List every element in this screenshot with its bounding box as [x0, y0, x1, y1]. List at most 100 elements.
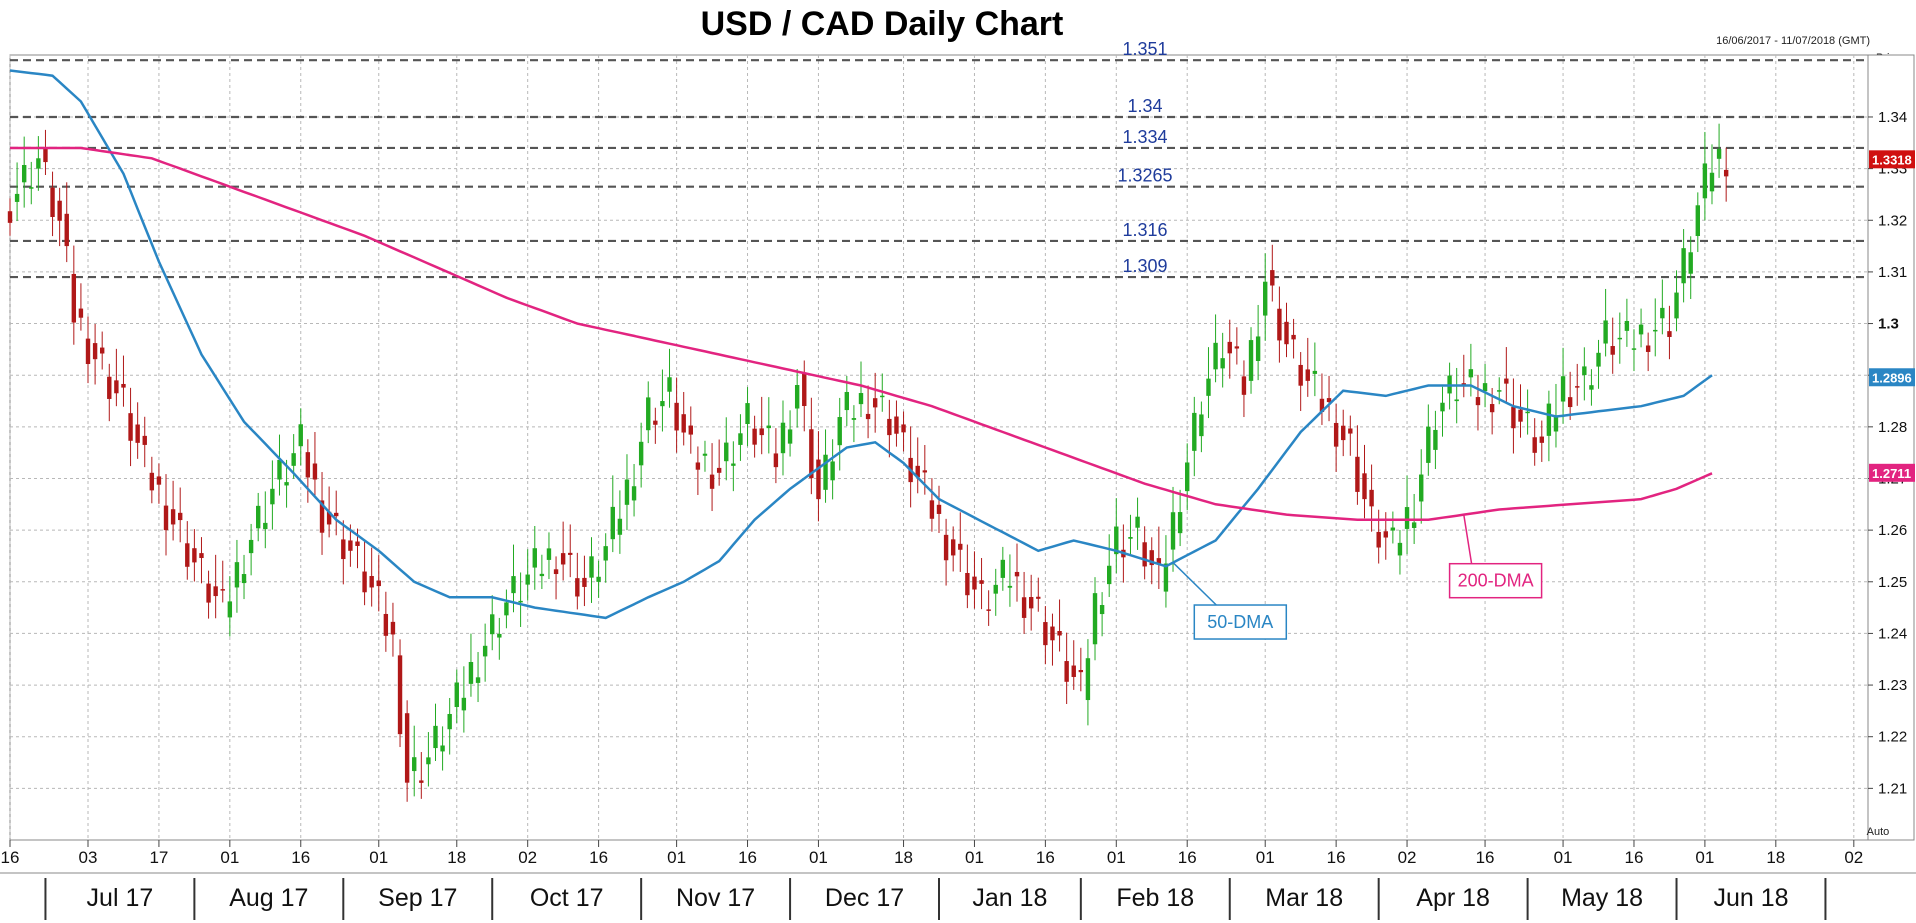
- candle-body: [1362, 473, 1367, 500]
- last-price-tag-bg: [1869, 150, 1915, 169]
- candle-body: [823, 454, 828, 490]
- candle-body: [1716, 148, 1722, 159]
- candle-body: [1014, 571, 1020, 577]
- candle-body: [816, 459, 821, 500]
- dma50-tag-bg: [1869, 368, 1915, 387]
- candle-body: [1248, 340, 1254, 381]
- price-axis-area: [1867, 54, 1915, 841]
- candle-body: [1135, 516, 1140, 528]
- candle-body: [1688, 252, 1693, 274]
- candle-body: [681, 414, 686, 433]
- candle-body: [1638, 324, 1644, 335]
- candle-body: [1199, 414, 1204, 437]
- y-tick-label: 1.28: [1878, 419, 1907, 436]
- candle-body: [638, 441, 644, 466]
- candle-body: [1192, 412, 1197, 451]
- candle-body: [787, 429, 793, 444]
- candle-body: [1255, 336, 1261, 361]
- candle-body: [1702, 163, 1708, 199]
- candle-body: [660, 401, 665, 407]
- candle-body: [497, 633, 502, 638]
- x-tick-label: 16: [1178, 848, 1197, 867]
- candle-body: [688, 425, 693, 435]
- candle-body: [518, 600, 523, 603]
- candle-body: [865, 413, 871, 420]
- candle-body: [1220, 358, 1225, 369]
- candle-body: [1482, 383, 1488, 392]
- x-tick-label: 02: [1844, 848, 1863, 867]
- candle-body: [1234, 346, 1240, 349]
- candle-body: [1468, 369, 1474, 378]
- candle-body: [1312, 370, 1318, 374]
- month-label: Nov 17: [676, 884, 755, 912]
- x-tick-label: 01: [667, 848, 686, 867]
- candle-body: [277, 459, 282, 480]
- candle-body: [1007, 585, 1013, 588]
- candle-body: [901, 424, 906, 433]
- candle-body: [419, 780, 424, 783]
- month-label: Dec 17: [825, 884, 904, 912]
- candle-body: [1241, 376, 1247, 395]
- candle-body: [404, 713, 410, 783]
- candle-body: [986, 609, 991, 611]
- candle-body: [1674, 292, 1679, 319]
- x-tick-label: 01: [1256, 848, 1275, 867]
- candle-body: [1149, 550, 1154, 566]
- candle-body: [1298, 364, 1303, 386]
- plot-frame: [9, 54, 1869, 841]
- candle-body: [794, 385, 800, 409]
- candle-body: [369, 576, 374, 588]
- candle-body: [589, 556, 594, 578]
- candle-body: [1560, 376, 1566, 402]
- candle-body: [1099, 605, 1105, 615]
- candle-body: [709, 474, 715, 489]
- candle-body: [802, 373, 807, 407]
- candle-body: [185, 543, 190, 567]
- candle-body: [1270, 270, 1275, 286]
- x-tick-label: 16: [738, 848, 757, 867]
- candle-body: [220, 589, 225, 591]
- candle-body: [915, 465, 920, 478]
- candle-body: [1021, 597, 1027, 618]
- candle-body: [475, 677, 481, 683]
- candle-body: [178, 512, 183, 521]
- month-label: May 18: [1561, 884, 1643, 912]
- x-tick-label: 16: [291, 848, 310, 867]
- candle-body: [1341, 425, 1346, 441]
- y-tick-label: 1.26: [1878, 522, 1907, 539]
- candle-body: [1518, 409, 1523, 422]
- candle-body: [305, 452, 311, 478]
- candle-body: [943, 534, 949, 561]
- level-label: 1.34: [1127, 96, 1162, 116]
- candle-body: [1546, 403, 1552, 436]
- candle-body: [1263, 281, 1268, 316]
- x-tick-label: 16: [589, 848, 608, 867]
- candle-body: [92, 343, 98, 360]
- candle-body: [617, 518, 623, 535]
- x-tick-label: 18: [1766, 848, 1785, 867]
- x-tick-label: 18: [447, 848, 466, 867]
- candle-body: [872, 398, 878, 408]
- x-tick-label: 18: [894, 848, 913, 867]
- candle-body: [170, 509, 176, 525]
- candle-body: [1028, 597, 1034, 609]
- candle-body: [1227, 341, 1232, 354]
- candle-body: [426, 757, 431, 765]
- last-price-tag-text: 1.3318: [1872, 152, 1912, 167]
- 50-dma-line: [9, 69, 1713, 620]
- candle-body: [809, 429, 814, 479]
- x-tick-label: 17: [149, 848, 168, 867]
- candle-body: [1128, 537, 1133, 539]
- candle-body: [837, 417, 842, 446]
- candle-body: [1631, 348, 1637, 350]
- candle-body: [270, 488, 275, 505]
- dma200-callout-leader: [1463, 514, 1473, 564]
- candle-body: [71, 273, 77, 323]
- candle-body: [1532, 437, 1537, 453]
- candle-body: [163, 505, 169, 531]
- candle-body: [1092, 593, 1098, 645]
- x-tick-label: 01: [220, 848, 239, 867]
- candle-body: [128, 413, 133, 441]
- candle-body: [922, 470, 928, 473]
- candle-body: [887, 418, 892, 436]
